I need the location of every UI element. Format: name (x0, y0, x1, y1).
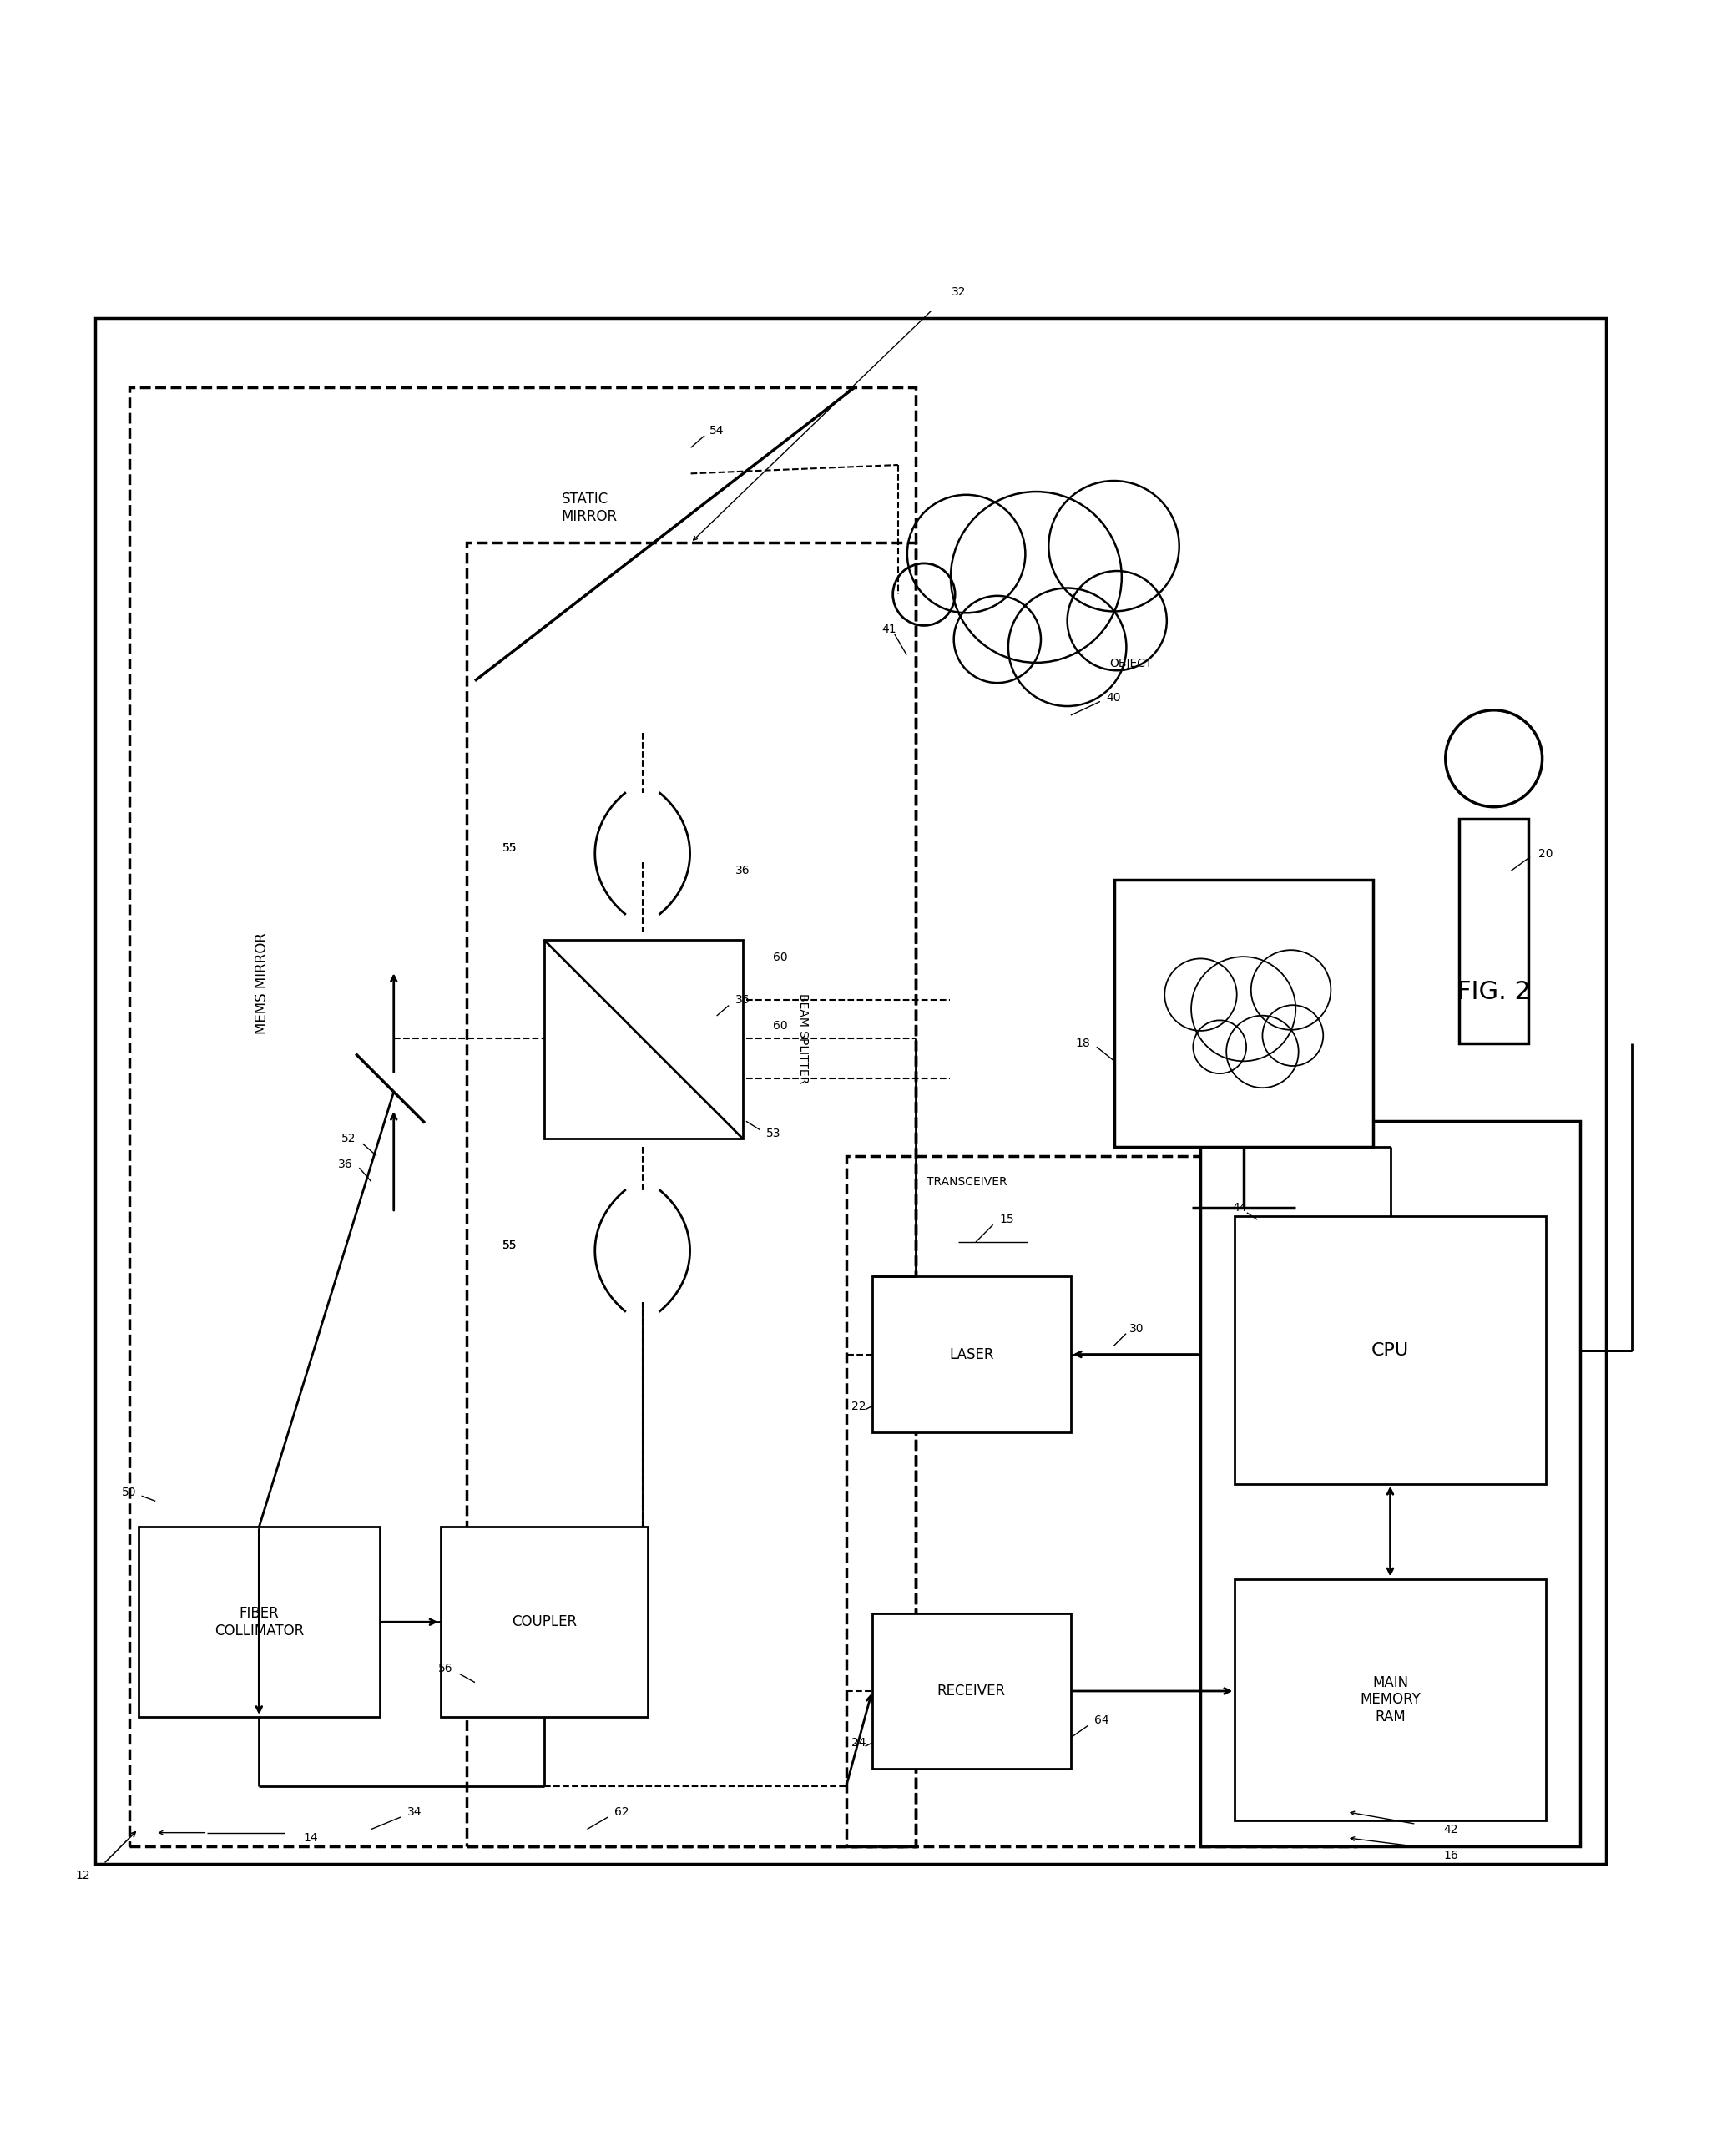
Text: MEMS MIRROR: MEMS MIRROR (256, 931, 269, 1035)
Text: TRANSCEIVER: TRANSCEIVER (927, 1175, 1007, 1188)
Text: 42: 42 (1444, 1824, 1458, 1835)
Text: 54: 54 (710, 425, 724, 436)
Text: 24: 24 (851, 1738, 865, 1749)
Text: 55: 55 (503, 843, 516, 854)
Text: STATIC
MIRROR: STATIC MIRROR (561, 492, 617, 524)
Bar (466, 543, 915, 1846)
Text: CPU: CPU (1371, 1343, 1409, 1358)
Text: 53: 53 (767, 1128, 781, 1138)
Bar (1459, 819, 1528, 1044)
Text: 60: 60 (774, 1020, 788, 1033)
Text: 36: 36 (338, 1158, 352, 1171)
Text: 64: 64 (1095, 1714, 1109, 1727)
Text: LASER: LASER (950, 1348, 993, 1363)
Text: RECEIVER: RECEIVER (938, 1684, 1005, 1699)
Text: 34: 34 (408, 1807, 421, 1818)
Text: 40: 40 (1107, 692, 1121, 703)
Bar (846, 1156, 1356, 1846)
Text: FIBER
COLLIMATOR: FIBER COLLIMATOR (214, 1606, 304, 1639)
Text: MAIN
MEMORY
RAM: MAIN MEMORY RAM (1359, 1675, 1421, 1725)
Bar (138, 1526, 380, 1716)
Text: 18: 18 (1076, 1037, 1090, 1050)
Bar (130, 388, 915, 1846)
Text: 62: 62 (615, 1807, 629, 1818)
Text: COUPLER: COUPLER (511, 1615, 577, 1630)
Text: 55: 55 (503, 1240, 516, 1250)
Text: 16: 16 (1444, 1850, 1458, 1861)
Bar (1235, 1578, 1546, 1820)
Bar (544, 940, 743, 1138)
Bar (1200, 1121, 1580, 1846)
Bar (1114, 880, 1373, 1147)
Text: 22: 22 (851, 1399, 865, 1412)
Text: 50: 50 (123, 1488, 136, 1498)
Text: OBJECT: OBJECT (1110, 658, 1152, 668)
Text: 55: 55 (503, 843, 516, 854)
Bar (872, 1276, 1071, 1432)
Text: 44: 44 (1233, 1201, 1247, 1214)
Text: 36: 36 (736, 865, 750, 877)
Text: 52: 52 (342, 1132, 356, 1145)
Text: 60: 60 (774, 951, 788, 964)
Bar (95, 319, 1606, 1863)
Text: 32: 32 (952, 287, 965, 298)
Text: 56: 56 (439, 1662, 452, 1675)
Text: 36: 36 (736, 994, 750, 1007)
Text: FIG. 2: FIG. 2 (1458, 979, 1530, 1005)
Text: 20: 20 (1539, 847, 1553, 860)
Text: 41: 41 (882, 623, 896, 634)
Text: 14: 14 (304, 1833, 318, 1843)
Text: 12: 12 (76, 1869, 90, 1882)
Text: 55: 55 (503, 1240, 516, 1250)
Bar (1235, 1216, 1546, 1483)
Text: 30: 30 (1129, 1322, 1143, 1335)
Text: 15: 15 (1000, 1214, 1014, 1225)
Bar (440, 1526, 648, 1716)
Bar (872, 1613, 1071, 1768)
Text: BEAM SPLITTER: BEAM SPLITTER (798, 994, 808, 1084)
